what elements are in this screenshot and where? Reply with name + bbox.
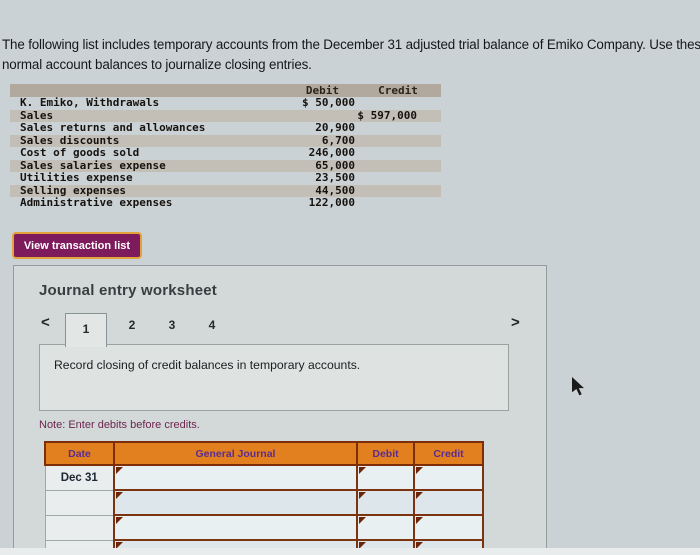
tab-page-2[interactable]: 2 (128, 318, 136, 332)
trial-balance-header-debit: Debit (250, 84, 355, 97)
table-row: Sales salaries expense 65,000 (10, 159, 441, 172)
table-row: K. Emiko, Withdrawals $ 50,000 (10, 96, 441, 110)
journal-debit-input[interactable] (356, 514, 415, 541)
journal-account-input[interactable] (113, 464, 358, 491)
credit-value (355, 122, 441, 135)
debit-value: 20,900 (315, 121, 355, 134)
credit-value (355, 147, 441, 160)
table-row: Sales returns and allowances 20,900 (10, 121, 441, 135)
trial-balance-header-credit: Credit (355, 84, 441, 97)
credit-value (355, 159, 441, 172)
table-row: Sales $ 597,000 (10, 109, 441, 122)
journal-header-debit: Debit (356, 441, 415, 466)
worksheet-title: Journal entry worksheet (39, 282, 217, 299)
journal-header-credit: Credit (413, 441, 484, 466)
credit-value (355, 172, 441, 185)
transaction-prompt-box: Record closing of credit balances in tem… (39, 344, 509, 411)
journal-account-input[interactable] (113, 514, 358, 541)
debit-value: 65,000 (250, 159, 355, 172)
journal-header-general-journal: General Journal (113, 441, 358, 466)
bottom-strip (0, 548, 700, 555)
account-name: K. Emiko, Withdrawals (20, 96, 160, 109)
instruction-line-2: normal account balances to journalize cl… (2, 57, 312, 72)
tab-next-chevron-icon[interactable]: > (511, 314, 520, 331)
journal-credit-input[interactable] (413, 464, 484, 491)
journal-date-cell (44, 489, 115, 516)
note-text: Note: Enter debits before credits. (39, 419, 200, 431)
journal-date-cell (44, 514, 115, 541)
journal-date-cell: Dec 31 (44, 464, 115, 491)
credit-value (355, 184, 441, 197)
table-row: Cost of goods sold 246,000 (10, 146, 441, 160)
journal-header-row: Date General Journal Debit Credit (44, 441, 484, 466)
account-name: Sales (10, 109, 250, 122)
journal-row: Dec 31 (44, 464, 484, 491)
account-name: Utilities expense (20, 171, 133, 184)
journal-account-input[interactable] (113, 489, 358, 516)
tab-page-1[interactable]: 1 (65, 313, 107, 347)
debit-value: $ 50,000 (302, 96, 355, 109)
account-name: Cost of goods sold (20, 146, 140, 159)
tab-page-3[interactable]: 3 (168, 318, 176, 332)
journal-header-date: Date (44, 441, 115, 466)
trial-balance-header-blank (10, 84, 250, 97)
debit-value: 122,000 (308, 196, 355, 209)
account-name: Sales salaries expense (10, 159, 250, 172)
tab-page-4[interactable]: 4 (208, 318, 216, 332)
tab-prev-chevron-icon[interactable]: < (41, 314, 50, 331)
credit-value (355, 97, 441, 110)
account-name: Sales discounts (10, 134, 250, 147)
trial-balance-header-row: Debit Credit (10, 84, 441, 97)
journal-entry-worksheet-panel: Journal entry worksheet < 1 2 3 4 > Reco… (13, 265, 547, 555)
instruction-line-1: The following list includes temporary ac… (2, 37, 700, 52)
trial-balance-table: Debit Credit K. Emiko, Withdrawals $ 50,… (10, 84, 441, 210)
journal-table: Date General Journal Debit Credit Dec 31 (44, 441, 484, 555)
journal-row (44, 514, 484, 541)
instruction-text: The following list includes temporary ac… (2, 35, 700, 75)
journal-row (44, 489, 484, 516)
journal-credit-input[interactable] (413, 489, 484, 516)
journal-credit-input[interactable] (413, 514, 484, 541)
debit-value (250, 109, 355, 122)
credit-value (355, 197, 441, 210)
view-transaction-list-button[interactable]: View transaction list (12, 232, 142, 259)
debit-value: 6,700 (250, 134, 355, 147)
journal-debit-input[interactable] (356, 464, 415, 491)
table-row: Utilities expense 23,500 (10, 171, 441, 185)
table-row: Selling expenses 44,500 (10, 184, 441, 197)
account-name: Sales returns and allowances (20, 121, 206, 134)
journal-debit-input[interactable] (356, 489, 415, 516)
debit-value: 246,000 (308, 146, 355, 159)
credit-value (355, 134, 441, 147)
debit-value: 44,500 (250, 184, 355, 197)
table-row: Administrative expenses 122,000 (10, 196, 441, 210)
mouse-cursor-icon (572, 377, 584, 396)
account-name: Administrative expenses (20, 196, 173, 209)
credit-value: $ 597,000 (355, 109, 441, 122)
account-name: Selling expenses (10, 184, 250, 197)
transaction-prompt-text: Record closing of credit balances in tem… (54, 358, 361, 372)
debit-value: 23,500 (315, 171, 355, 184)
table-row: Sales discounts 6,700 (10, 134, 441, 147)
